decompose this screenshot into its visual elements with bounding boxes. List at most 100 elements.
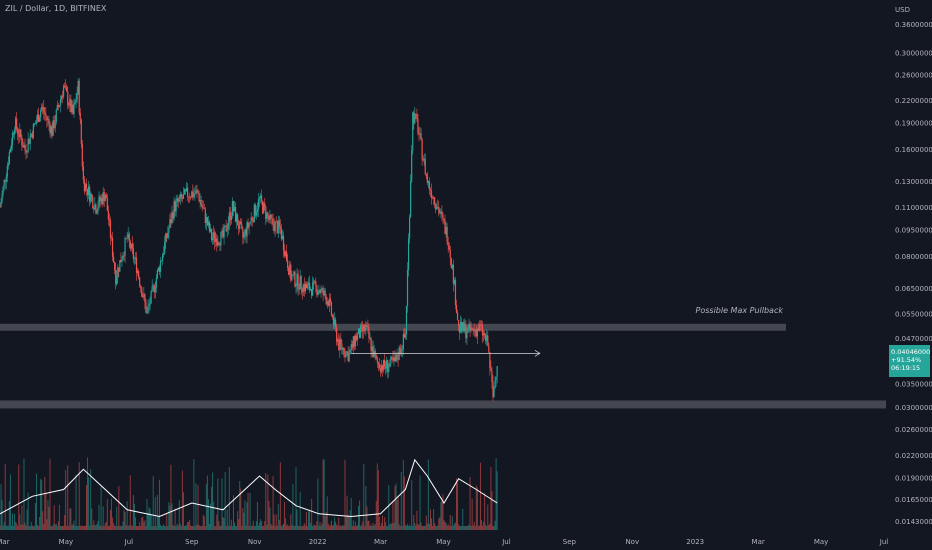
candle-body (376, 358, 378, 363)
candle-body (288, 267, 290, 275)
volume-bar (149, 508, 151, 530)
candle-body (481, 324, 484, 336)
volume-bar (7, 525, 9, 530)
candle-body (204, 208, 206, 224)
volume-bar (10, 525, 12, 530)
volume-bar (267, 474, 269, 530)
projection-arrow[interactable] (351, 350, 541, 357)
volume-bar (484, 493, 486, 530)
volume-bar (468, 524, 470, 530)
possible-max-pullback-zone[interactable] (0, 323, 786, 331)
volume-bar (178, 500, 180, 530)
volume-bar (180, 525, 182, 530)
volume-bar (251, 525, 253, 530)
candle-body (187, 187, 189, 197)
candle-body (74, 101, 76, 105)
candle-body (248, 223, 250, 228)
candle-body (413, 112, 415, 124)
candle-body (152, 285, 154, 287)
candle-body (287, 260, 289, 268)
volume-bar (208, 523, 210, 530)
candle-body (277, 220, 279, 234)
volume-bar (487, 504, 489, 530)
candle-body (382, 359, 385, 371)
volume-bar (262, 525, 264, 530)
volume-bar (355, 526, 357, 530)
candle-body (265, 206, 267, 219)
volume-bar (35, 473, 37, 530)
volume-bar (16, 523, 18, 530)
volume-bar (343, 525, 345, 530)
candle-body (322, 288, 324, 295)
support-zone-lower[interactable] (0, 400, 886, 409)
candle-body (460, 322, 462, 333)
candle-body (142, 296, 144, 298)
volume-bar (446, 525, 448, 530)
volume-bar (310, 523, 312, 530)
volume-bar (320, 525, 322, 530)
candle-body (161, 254, 164, 261)
candle-body (105, 195, 107, 199)
candle-body (253, 204, 255, 222)
volume-bar (103, 525, 105, 530)
candle-body (34, 123, 37, 125)
candle-body (79, 112, 81, 120)
candle-body (17, 128, 19, 135)
volume-bar (378, 516, 380, 530)
candle-body (117, 267, 119, 278)
candle-body (6, 166, 8, 177)
volume-bar (465, 525, 467, 530)
candle-body (380, 365, 383, 372)
volume-bar (327, 523, 329, 530)
volume-bar (75, 474, 77, 530)
candle-body (249, 221, 251, 224)
candle-body (226, 229, 228, 232)
x-tick-label: Mar (0, 538, 10, 546)
candle-body (154, 287, 156, 293)
volume-bar (219, 526, 221, 530)
volume-bar (74, 525, 76, 530)
volume-bars (0, 457, 498, 530)
candle-body (209, 228, 212, 232)
volume-bar (338, 517, 340, 530)
volume-bar (316, 521, 318, 530)
candle-body (340, 338, 342, 344)
volume-bar (58, 504, 60, 530)
volume-bar (369, 526, 371, 530)
volume-bar (352, 520, 354, 530)
candle-body (194, 193, 196, 195)
candle-body (454, 280, 457, 306)
volume-bar (82, 525, 84, 530)
candle-body (484, 333, 486, 335)
candle-body (22, 145, 24, 148)
candle-body (87, 186, 90, 195)
volume-bar (221, 478, 223, 530)
volume-bar (245, 525, 247, 530)
volume-bar (162, 526, 164, 530)
volume-bar (166, 514, 168, 530)
candle-body (449, 249, 451, 258)
candle-body (474, 329, 476, 332)
volume-bar (138, 525, 140, 530)
volume-bar (277, 504, 279, 530)
candle-body (210, 228, 213, 241)
candle-body (281, 235, 284, 240)
volume-bar (440, 501, 442, 530)
volume-bar (128, 525, 130, 530)
candle-body (145, 302, 147, 313)
candle-body (278, 220, 280, 227)
candle-body (241, 224, 243, 229)
volume-bar (236, 525, 238, 530)
volume-bar (330, 520, 332, 530)
volume-bar (344, 459, 346, 530)
candle-body (250, 217, 252, 222)
candle-body (312, 282, 314, 296)
volume-bar (387, 525, 389, 530)
volume-bar (294, 525, 296, 530)
time-axis[interactable]: Mar May Jul Sep Nov 2022 Mar May Jul Sep Nov 2023 Ma… (0, 538, 888, 546)
candle-body (108, 219, 111, 221)
last-price-tag: 0.04046000 +91.54% 06:19:15 (889, 345, 930, 377)
